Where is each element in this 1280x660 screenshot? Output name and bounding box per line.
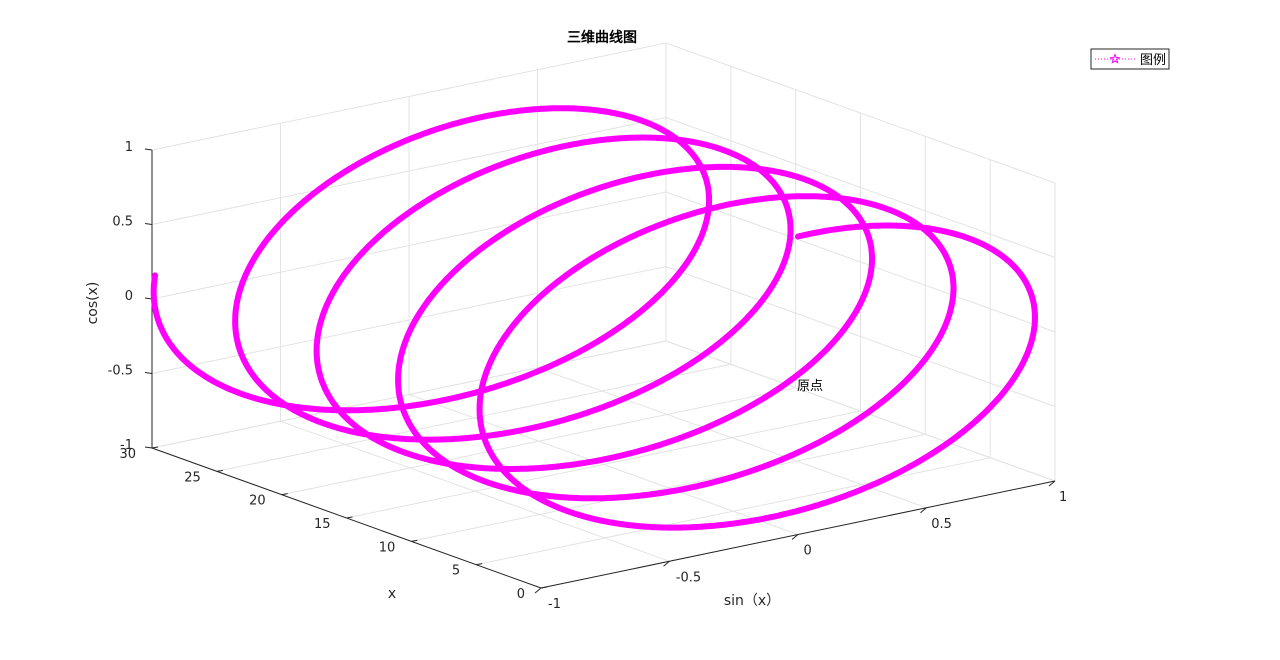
grid-lines (151, 42, 1056, 589)
z-tick-mark (144, 446, 153, 449)
y-axis-label: x (388, 586, 396, 602)
y-tick-mark (151, 446, 159, 449)
z-tick-label: 1 (125, 140, 133, 155)
x-tick-label: 0 (804, 544, 812, 559)
series-curve (150, 105, 1038, 531)
legend-box (1090, 48, 1170, 70)
x-tick-mark (920, 507, 927, 514)
y-tick-mark (216, 469, 223, 472)
y-tick-label: 5 (452, 564, 460, 579)
legend-marker-icon (1109, 53, 1121, 64)
x-tick-mark (791, 534, 799, 540)
z-tick-mark (144, 297, 153, 300)
legend: 图例 (1090, 48, 1170, 70)
x-tick-mark (1048, 480, 1056, 487)
x-axis-label: sin（x） (724, 593, 780, 609)
z-tick-label: -0.5 (108, 364, 133, 379)
y-tick-mark (411, 539, 418, 542)
z-tick-label: 0 (125, 289, 133, 304)
x-tick-mark (663, 560, 670, 567)
axes (144, 148, 1056, 594)
origin-annotation: 原点 (797, 379, 823, 394)
legend-series-label: 图例 (1140, 53, 1166, 68)
grid-line-z (151, 42, 1056, 184)
z-tick-mark (144, 148, 153, 151)
y-tick-mark (540, 586, 548, 589)
series-line (150, 105, 1038, 531)
chart-title: 三维曲线图 (567, 29, 637, 46)
x-tick-label: 0.5 (931, 517, 952, 532)
y-tick-label: 25 (184, 470, 201, 485)
y-tick-mark (346, 516, 353, 519)
x-tick-label: 1 (1059, 490, 1067, 505)
z-tick-label: 0.5 (112, 215, 133, 230)
grid-line-x (151, 150, 542, 589)
grid-line-z (151, 191, 1056, 333)
y-tick-label: 10 (379, 540, 396, 555)
y-tick-label: 20 (249, 494, 266, 509)
z-tick-mark (144, 223, 153, 225)
y-tick-label: 0 (517, 587, 525, 602)
y-tick-mark (281, 493, 288, 496)
y-tick-mark (476, 563, 483, 566)
y-tick-label: 15 (314, 517, 331, 532)
x-tick-label: -1 (548, 597, 561, 612)
x-tick-label: -0.5 (676, 570, 701, 585)
z-axis-label: cos(x) (85, 282, 101, 325)
y-tick-label: 30 (119, 447, 136, 462)
x-tick-mark (534, 587, 542, 594)
z-tick-mark (144, 372, 153, 374)
z-tick-label: -1 (120, 438, 133, 453)
